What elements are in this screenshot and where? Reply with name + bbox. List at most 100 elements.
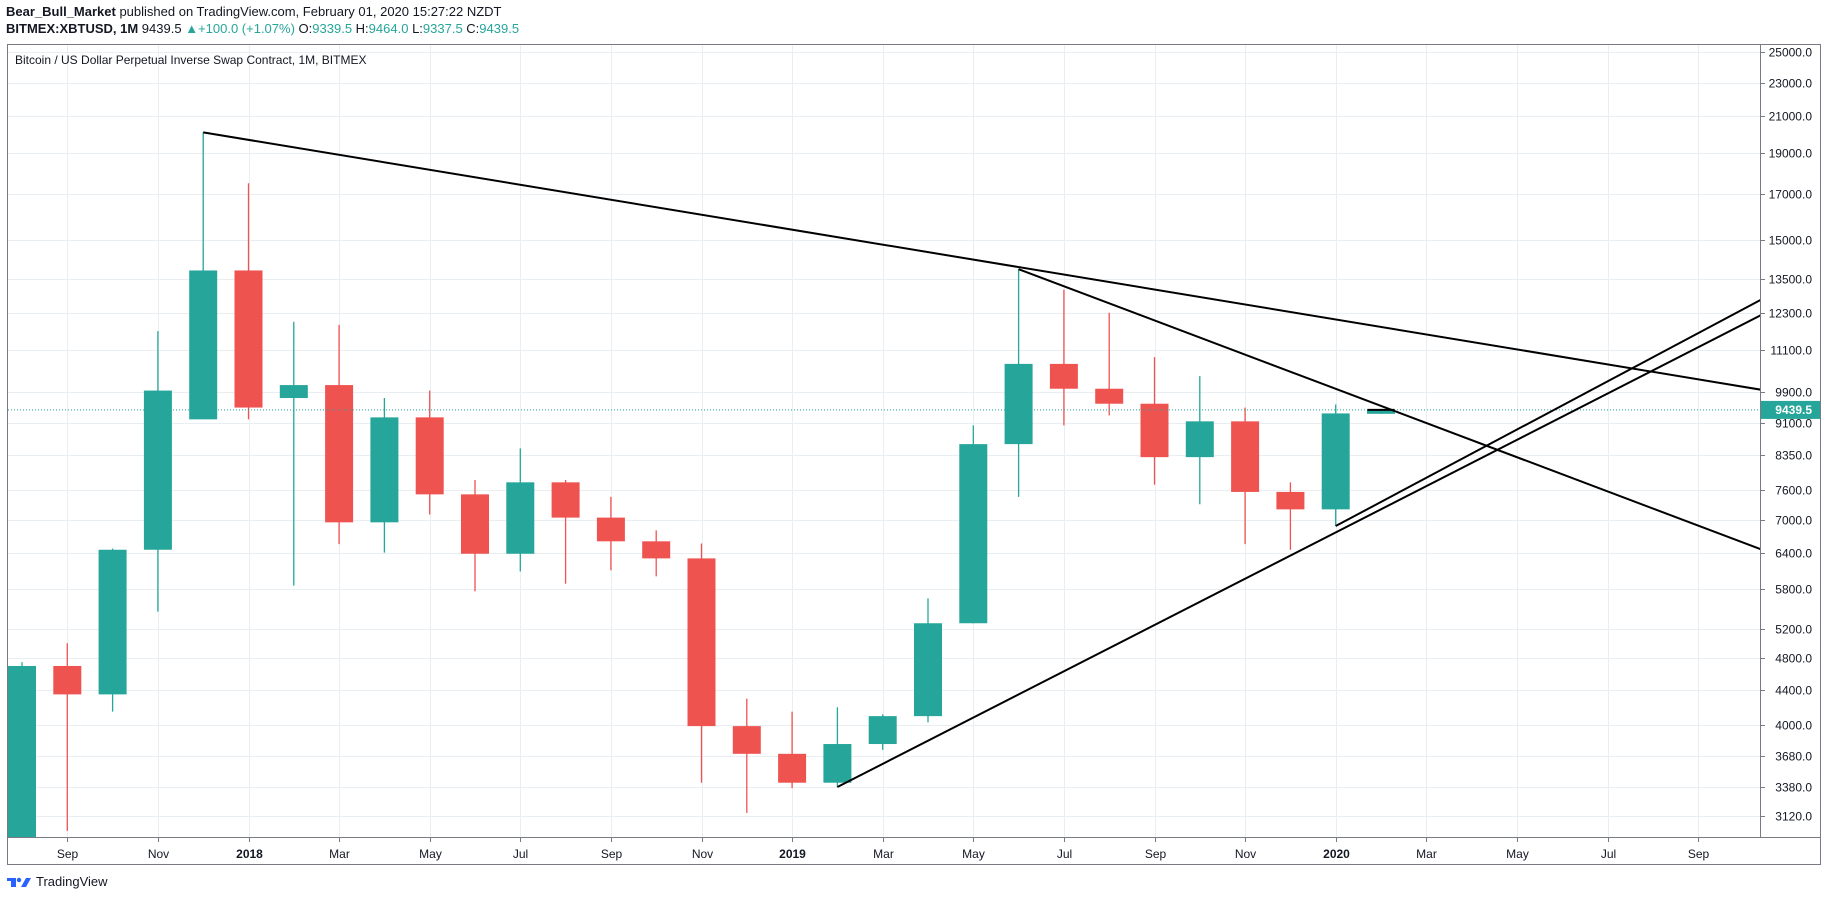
symbol-label: BITMEX:XBTUSD, 1M	[6, 21, 139, 36]
candle[interactable]	[8, 662, 36, 869]
published-info: published on TradingView.com, February 0…	[119, 4, 502, 19]
candle-body	[279, 385, 308, 399]
candle-body	[370, 417, 399, 523]
candle[interactable]	[279, 321, 308, 586]
candle[interactable]	[596, 496, 625, 571]
candle[interactable]	[506, 448, 535, 572]
candle-body	[1185, 421, 1214, 458]
candle[interactable]	[1004, 269, 1033, 497]
candle-body	[551, 482, 580, 518]
price-tick-label: 19000.0	[1769, 147, 1813, 161]
time-tick-label: Mar	[1416, 847, 1437, 861]
candle[interactable]	[370, 398, 399, 553]
last-price-label: 9439.5	[1775, 403, 1812, 417]
symbol-info-line: BITMEX:XBTUSD, 1M 9439.5 ▲+100.0 (+1.07%…	[6, 21, 519, 36]
candle[interactable]	[1185, 376, 1214, 505]
candle-body	[234, 270, 263, 408]
candle-body	[506, 482, 535, 554]
candle-body	[415, 417, 444, 495]
candle[interactable]	[1276, 482, 1305, 550]
candle-body	[1095, 388, 1124, 404]
chart-title: Bitcoin / US Dollar Perpetual Inverse Sw…	[15, 53, 366, 67]
candle-body	[1004, 363, 1033, 445]
price-tick-label: 25000.0	[1769, 46, 1813, 60]
candle[interactable]	[234, 183, 263, 420]
candle[interactable]	[1321, 404, 1350, 527]
trendline[interactable]	[1335, 291, 1778, 527]
price-tick-label: 5800.0	[1775, 583, 1812, 597]
price-tick-label: 6400.0	[1775, 547, 1812, 561]
candle[interactable]	[189, 132, 218, 420]
candle[interactable]	[551, 479, 580, 584]
price-tick-label: 17000.0	[1769, 188, 1813, 202]
time-tick-label: 2018	[236, 847, 263, 861]
open-value: 9339.5	[312, 21, 353, 36]
candle[interactable]	[778, 711, 807, 789]
price-axis: 25000.0 23000.0 21000.0 19000.0 17000.0 15000…	[1760, 46, 1820, 824]
time-tick-label: Sep	[1145, 847, 1167, 861]
low-value: 9337.5	[422, 21, 463, 36]
candle[interactable]	[143, 331, 172, 612]
candle[interactable]	[732, 698, 761, 813]
price-tick-label: 13500.0	[1769, 273, 1813, 287]
brand-name: TradingView	[36, 874, 108, 889]
price-tick-label: 15000.0	[1769, 234, 1813, 248]
last-price-marker	[1761, 400, 1820, 419]
author-name[interactable]: Bear_Bull_Market	[6, 4, 116, 19]
time-tick-label: May	[1506, 847, 1529, 861]
price-tick-label: 11100.0	[1770, 344, 1812, 358]
price-tick-label: 7600.0	[1775, 484, 1812, 498]
candle-body	[461, 494, 489, 554]
candle[interactable]	[642, 530, 671, 577]
candle[interactable]	[868, 714, 897, 750]
candle[interactable]	[1231, 407, 1260, 545]
candle-body	[732, 726, 761, 754]
footer-brand[interactable]: TradingView	[6, 874, 108, 889]
candle[interactable]	[959, 425, 988, 624]
close-label: C:	[466, 21, 480, 36]
candle-body	[596, 517, 625, 542]
tradingview-logo-icon	[7, 877, 31, 887]
time-tick-label: Sep	[1688, 847, 1710, 861]
candle[interactable]	[461, 479, 489, 592]
price-tick-label: 7000.0	[1775, 514, 1812, 528]
time-axis-frame	[7, 837, 1821, 865]
candle-body	[143, 390, 172, 550]
time-tick-label: Nov	[1235, 847, 1256, 861]
candle-body	[325, 385, 354, 523]
trendline[interactable]	[1018, 268, 1778, 555]
time-tick-label: Jul	[1057, 847, 1072, 861]
candle[interactable]	[53, 643, 82, 831]
time-tick-label: Mar	[329, 847, 350, 861]
candle-body	[98, 549, 127, 695]
time-tick-label: Sep	[601, 847, 623, 861]
candle-body	[868, 716, 897, 745]
candle-body	[1049, 363, 1078, 389]
candle-body	[778, 753, 807, 783]
trendline[interactable]	[836, 307, 1777, 788]
trendline[interactable]	[203, 131, 1777, 392]
candle[interactable]	[1049, 289, 1078, 426]
candle-body	[8, 665, 36, 837]
time-tick-label: May	[962, 847, 985, 861]
candle[interactable]	[687, 543, 716, 783]
candle-body	[1321, 413, 1350, 510]
price-tick-label: 3120.0	[1775, 810, 1812, 824]
candle-body	[1140, 403, 1169, 458]
time-tick-label: Mar	[873, 847, 894, 861]
candle[interactable]	[325, 324, 354, 545]
time-tick-label: Sep	[57, 847, 79, 861]
time-tick-label: May	[419, 847, 442, 861]
candle[interactable]	[98, 548, 127, 712]
candle[interactable]	[1095, 312, 1124, 416]
candle[interactable]	[823, 707, 852, 788]
candle[interactable]	[914, 598, 942, 723]
candle-body	[823, 744, 852, 783]
high-value: 9464.0	[368, 21, 409, 36]
candle[interactable]	[415, 390, 444, 515]
time-tick-label: 2020	[1323, 847, 1350, 861]
candle[interactable]	[1140, 357, 1169, 485]
price-tick-label: 8350.0	[1775, 449, 1812, 463]
candle-body	[1231, 421, 1260, 492]
